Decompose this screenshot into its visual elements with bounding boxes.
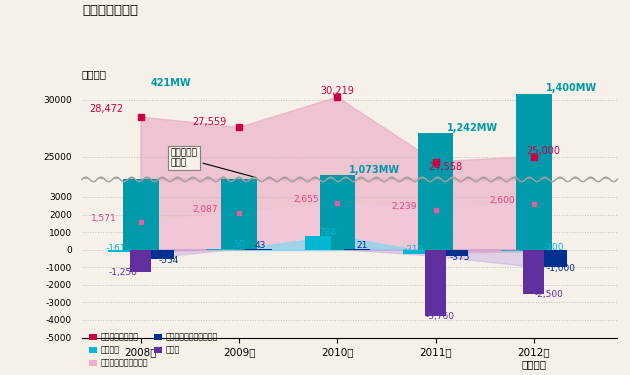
Bar: [221, 179, 257, 250]
Bar: [442, 250, 468, 256]
Bar: [319, 179, 355, 250]
Bar: [147, 250, 174, 259]
Bar: [130, 250, 151, 272]
Text: 2,600: 2,600: [490, 196, 515, 205]
Bar: [123, 179, 159, 250]
Polygon shape: [141, 97, 534, 179]
Bar: [245, 249, 272, 250]
Bar: [516, 94, 552, 179]
Bar: [305, 236, 331, 250]
Text: 1,400MW: 1,400MW: [546, 83, 597, 93]
Text: （億円）: （億円）: [82, 69, 107, 79]
Text: 太陽電池の
販売量: 太陽電池の 販売量: [170, 148, 256, 177]
Text: 28,472: 28,472: [89, 105, 123, 114]
Text: -100: -100: [543, 243, 564, 252]
Bar: [418, 133, 454, 179]
Bar: [403, 250, 430, 254]
Bar: [516, 179, 552, 250]
Text: 421MW: 421MW: [151, 78, 192, 88]
Text: 2,239: 2,239: [391, 202, 417, 211]
Text: 30,219: 30,219: [321, 86, 354, 96]
Polygon shape: [141, 203, 534, 250]
Text: シャープの業績: シャープの業績: [82, 4, 138, 17]
Bar: [540, 250, 566, 267]
Text: 1,571: 1,571: [91, 214, 117, 223]
Text: -219: -219: [404, 245, 424, 254]
Text: 788: 788: [319, 228, 336, 237]
Text: 2,087: 2,087: [192, 205, 217, 214]
Legend: 総売上高（連結）, 営業利益, 太陽電池事業の売上高, 太陽電池事業の営業利益, 純利益: 総売上高（連結）, 営業利益, 太陽電池事業の売上高, 太陽電池事業の営業利益,…: [86, 330, 221, 371]
Text: -1,000: -1,000: [547, 264, 576, 273]
Text: -375: -375: [450, 253, 471, 262]
Bar: [207, 249, 233, 250]
Text: 27,559: 27,559: [193, 117, 227, 127]
Text: 2,655: 2,655: [293, 195, 319, 204]
Text: 1,242MW: 1,242MW: [447, 123, 498, 133]
Bar: [319, 175, 355, 179]
Bar: [524, 250, 544, 294]
Text: 50: 50: [233, 240, 245, 249]
Text: 21: 21: [356, 242, 368, 250]
Bar: [108, 250, 135, 252]
Text: -2,500: -2,500: [534, 290, 563, 299]
Text: 1,073MW: 1,073MW: [349, 165, 400, 175]
Bar: [425, 250, 446, 316]
Text: -161: -161: [106, 244, 127, 253]
Text: 43: 43: [255, 241, 266, 250]
Bar: [418, 179, 454, 250]
Bar: [501, 250, 528, 251]
Text: -1,258: -1,258: [109, 268, 137, 277]
Text: -3,760: -3,760: [426, 312, 455, 321]
Text: 25,000: 25,000: [527, 146, 561, 156]
Text: -554: -554: [158, 256, 178, 265]
Text: 24,558: 24,558: [428, 162, 462, 172]
